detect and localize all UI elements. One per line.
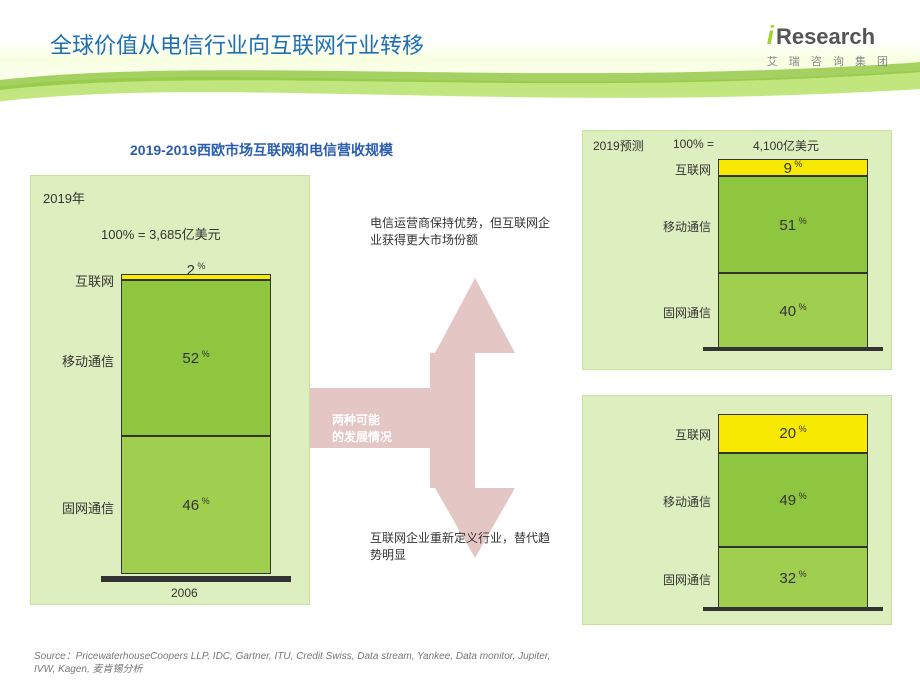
right-bar-bottom: 20 %互联网49 %移动通信32 %固网通信 <box>718 414 868 609</box>
segment-value: 52 % <box>182 349 209 367</box>
left-bar: 2 %互联网52 %移动通信46 %固网通信 <box>121 274 271 574</box>
segment-label: 互联网 <box>631 161 711 178</box>
segment-value: 49 % <box>779 491 806 509</box>
segment-value: 2 % <box>187 261 206 279</box>
segment-label: 固网通信 <box>44 498 114 517</box>
segment-value: 20 % <box>779 424 806 442</box>
source-citation: Source：PricewaterhouseCoopers LLP, IDC, … <box>34 650 574 676</box>
segment-label: 移动通信 <box>631 218 711 235</box>
bar-segment: 20 %互联网 <box>718 414 868 453</box>
bar-segment: 49 %移动通信 <box>718 453 868 548</box>
bar-segment: 46 %固网通信 <box>121 436 271 574</box>
page-title: 全球价值从电信行业向互联网行业转移 <box>50 28 424 60</box>
segment-value: 51 % <box>779 216 806 234</box>
bar-segment: 51 %移动通信 <box>718 176 868 273</box>
segment-label: 移动通信 <box>631 493 711 510</box>
logo: i Research 艾 瑞 咨 询 集 团 <box>767 20 892 69</box>
right-panel-top: 2019预测 100% = 4,100亿美元 9 %互联网51 %移动通信40 … <box>582 130 892 370</box>
bar-segment: 32 %固网通信 <box>718 547 868 609</box>
amount-label: 4,100亿美元 <box>753 137 819 154</box>
segment-value: 46 % <box>182 496 209 514</box>
scale-label: 100% = <box>673 137 714 151</box>
right-panel-bottom: 20 %互联网49 %移动通信32 %固网通信 <box>582 395 892 625</box>
segment-value: 40 % <box>779 302 806 320</box>
segment-value: 9 % <box>784 159 803 177</box>
segment-label: 互联网 <box>44 271 114 290</box>
logo-prefix: i <box>767 20 774 51</box>
left-total: 100% = 3,685亿美元 <box>101 224 221 243</box>
left-bar-baseline <box>101 576 291 582</box>
logo-subtitle: 艾 瑞 咨 询 集 团 <box>767 53 892 69</box>
left-bar-year: 2006 <box>171 586 198 600</box>
caption-center: 两种可能 的发展情况 <box>332 412 422 446</box>
left-year: 2019年 <box>43 188 85 207</box>
bar-segment: 9 %互联网 <box>718 159 868 176</box>
right-bar-top-baseline <box>703 347 883 351</box>
logo-text: Research <box>776 24 875 50</box>
note-bottom: 互联网企业重新定义行业，替代趋势明显 <box>370 530 550 564</box>
segment-label: 固网通信 <box>631 304 711 321</box>
right-bar-bottom-baseline <box>703 607 883 611</box>
chart-title: 2019-2019西欧市场互联网和电信营收规模 <box>130 140 393 160</box>
segment-label: 固网通信 <box>631 571 711 588</box>
segment-label: 移动通信 <box>44 351 114 370</box>
forecast-label: 2019预测 <box>593 137 644 154</box>
left-panel: 2019年 100% = 3,685亿美元 2 %互联网52 %移动通信46 %… <box>30 175 310 605</box>
segment-value: 32 % <box>779 569 806 587</box>
bar-segment: 40 %固网通信 <box>718 273 868 349</box>
note-top: 电信运营商保持优势，但互联网企业获得更大市场份额 <box>370 215 550 249</box>
bar-segment: 52 %移动通信 <box>121 280 271 436</box>
right-bar-top: 9 %互联网51 %移动通信40 %固网通信 <box>718 159 868 349</box>
segment-label: 互联网 <box>631 426 711 443</box>
